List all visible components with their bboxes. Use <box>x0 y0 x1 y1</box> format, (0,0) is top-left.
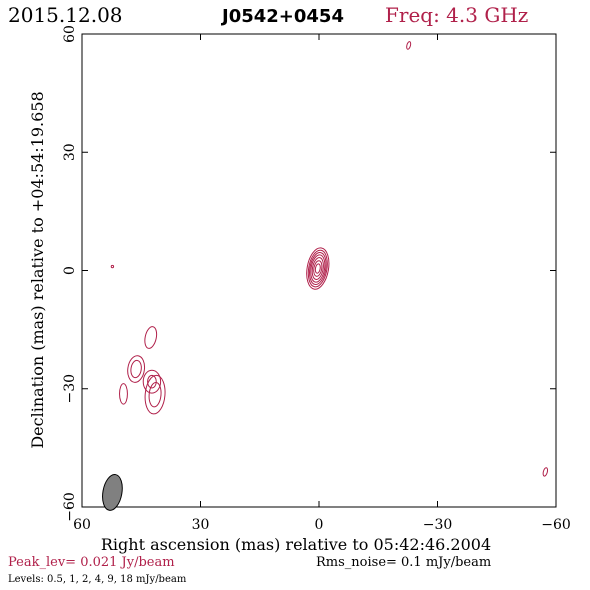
contour-line <box>311 257 324 280</box>
x-axis-label: Right ascension (mas) relative to 05:42:… <box>101 535 491 554</box>
y-tick-label: −30 <box>62 374 78 404</box>
x-tick-label: 0 <box>315 517 324 533</box>
contour-component <box>144 326 158 349</box>
x-tick-label: 60 <box>73 517 91 533</box>
source-name: J0542+0454 <box>220 6 344 27</box>
contour-line <box>309 252 327 286</box>
x-tick-label: 30 <box>192 517 210 533</box>
contour-component <box>406 41 412 50</box>
contour-levels: Levels: 0.5, 1, 2, 4, 9, 18 mJy/beam <box>8 574 187 585</box>
contour-component <box>119 383 128 405</box>
contour-component <box>542 467 549 477</box>
frequency-label: Freq: 4.3 GHz <box>385 3 528 27</box>
contour-line <box>130 359 142 379</box>
contour-component <box>110 264 115 269</box>
contour-line <box>306 247 330 290</box>
contour-line <box>142 369 162 394</box>
x-tick-label: −30 <box>423 517 453 533</box>
plot-frame <box>81 33 557 508</box>
contour-line <box>406 41 412 50</box>
y-axis-label: Declination (mas) relative to +04:54:19.… <box>28 91 47 448</box>
contour-line <box>147 374 157 389</box>
contour-line <box>119 383 128 405</box>
contour-line <box>144 374 166 415</box>
peak-level: Peak_lev= 0.021 Jy/beam <box>8 555 175 570</box>
observation-date: 2015.12.08 <box>8 3 123 27</box>
x-tick-label: −60 <box>541 517 571 533</box>
beam-layer <box>102 473 123 511</box>
beam-ellipse <box>102 473 123 511</box>
contour-line <box>310 254 326 283</box>
contour-component <box>142 369 162 394</box>
y-tick-label: −60 <box>62 492 78 522</box>
y-tick-label: 30 <box>62 143 78 161</box>
contour-line <box>127 355 146 383</box>
contour-line <box>314 263 321 274</box>
contour-line <box>307 249 328 288</box>
y-tick-label: 60 <box>62 25 78 43</box>
contour-line <box>110 264 115 269</box>
contour-layer <box>110 41 549 477</box>
contour-component <box>144 374 166 415</box>
contour-line <box>542 467 549 477</box>
contour-line <box>313 260 323 277</box>
y-tick-label: 0 <box>62 266 78 275</box>
rms-noise: Rms_noise= 0.1 mJy/beam <box>316 555 491 570</box>
contour-component <box>127 355 146 383</box>
contour-line <box>144 326 158 349</box>
contour-component <box>306 247 330 290</box>
